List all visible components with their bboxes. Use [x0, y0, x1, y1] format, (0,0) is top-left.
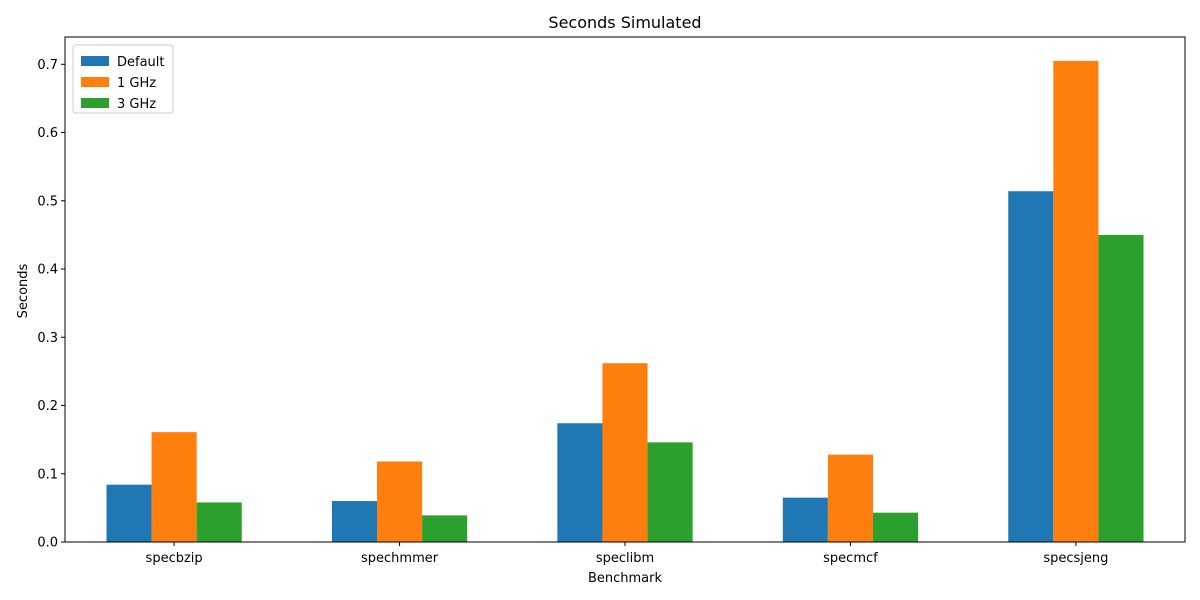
x-tick-label-specmcf: specmcf: [823, 551, 878, 566]
x-axis-label: Benchmark: [588, 571, 663, 586]
bars-layer: [106, 60, 1144, 543]
y-axis-label: Seconds: [16, 263, 31, 318]
legend-swatch-3-ghz: [81, 98, 109, 108]
bar-specbzip-1-ghz: [151, 432, 197, 542]
legend-swatch-1-ghz: [81, 77, 109, 87]
chart-title: Seconds Simulated: [548, 13, 701, 32]
bar-speclibm-3-ghz: [647, 442, 693, 542]
legend-label-1-ghz: 1 GHz: [117, 76, 156, 91]
bar-spechmmer-1-ghz: [377, 461, 423, 542]
y-tick-label: 0.2: [37, 399, 58, 414]
x-tick-label-specbzip: specbzip: [146, 551, 203, 566]
y-tick-label: 0.6: [37, 126, 58, 141]
x-tick-label-specsjeng: specsjeng: [1043, 551, 1108, 566]
y-tick-label: 0.4: [37, 263, 58, 278]
bar-specbzip-3-ghz: [196, 502, 242, 542]
bar-specsjeng-1-ghz: [1053, 60, 1099, 543]
bar-speclibm-1-ghz: [602, 363, 648, 542]
bar-specmcf-default: [782, 497, 828, 542]
bar-specmcf-1-ghz: [827, 454, 873, 542]
legend: Default 1 GHz 3 GHz: [72, 44, 174, 114]
x-tick-label-speclibm: speclibm: [596, 551, 654, 566]
legend-label-default: Default: [117, 55, 165, 70]
y-axis: 0.0 0.1 0.2 0.3 0.4 0.5 0.6 0.7: [37, 58, 65, 551]
bar-specbzip-default: [106, 484, 152, 542]
bar-specsjeng-3-ghz: [1098, 234, 1144, 543]
legend-label-3-ghz: 3 GHz: [117, 97, 156, 112]
y-tick-label: 0.1: [37, 467, 58, 482]
plot-frame: [64, 36, 1186, 543]
bar-specsjeng-default: [1008, 191, 1054, 542]
legend-swatch-default: [81, 56, 109, 66]
x-axis: specbzip spechmmer speclibm specmcf specsjen…: [146, 542, 1108, 566]
y-tick-label: 0.7: [37, 58, 58, 73]
y-tick-label: 0.3: [37, 331, 58, 346]
y-tick-label: 0.5: [37, 194, 58, 209]
bar-speclibm-default: [557, 423, 603, 542]
bar-spechmmer-default: [331, 501, 378, 542]
x-tick-label-spechmmer: spechmmer: [361, 551, 439, 566]
y-tick-label: 0.0: [37, 536, 58, 551]
bar-spechmmer-3-ghz: [422, 515, 468, 542]
bar-specmcf-3-ghz: [872, 512, 919, 542]
